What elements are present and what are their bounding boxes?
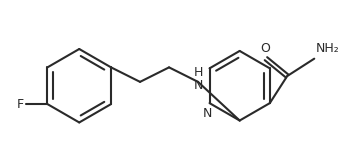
Text: N: N [203,107,212,120]
Text: NH₂: NH₂ [316,42,340,55]
Text: N: N [193,79,203,92]
Text: O: O [260,42,270,55]
Text: H: H [193,66,203,79]
Text: F: F [17,98,24,111]
